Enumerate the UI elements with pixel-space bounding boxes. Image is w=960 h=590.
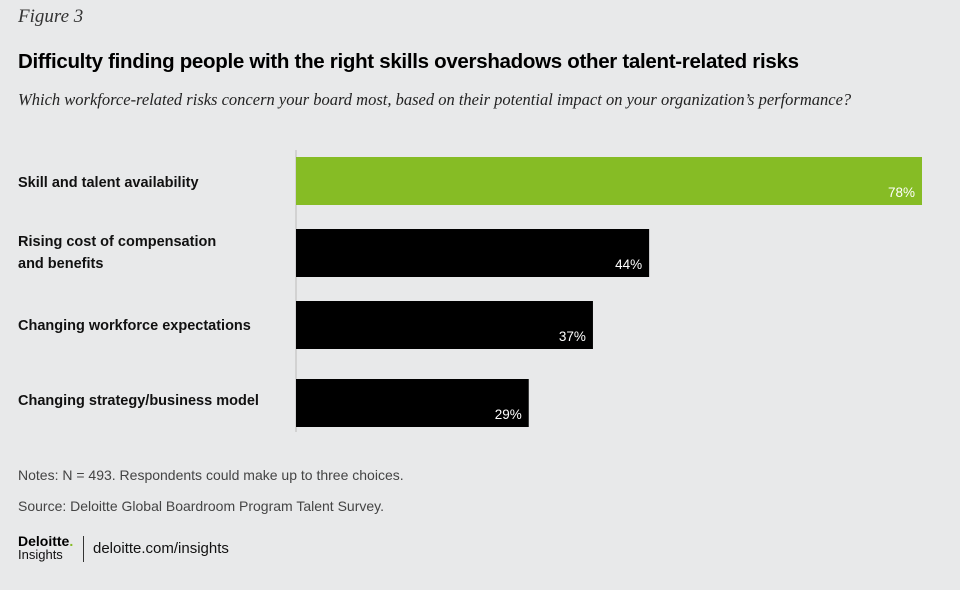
brand-name: Deloitte. xyxy=(18,534,73,548)
bar-value-label-4: 29% xyxy=(495,407,522,422)
bar-value-label-2: 44% xyxy=(615,257,642,272)
brand-sub: Insights xyxy=(18,547,63,562)
category-label-line: Changing strategy/business model xyxy=(18,393,259,409)
category-label-1: Skill and talent availability xyxy=(18,172,278,194)
category-label-3: Changing workforce expectations xyxy=(18,315,278,337)
category-label-2: Rising cost of compensation and benefits xyxy=(18,231,278,275)
chart-subtitle: Which workforce-related risks concern yo… xyxy=(18,90,852,109)
brand-divider xyxy=(83,536,84,562)
brand-dot: . xyxy=(69,533,74,549)
category-label-4: Changing strategy/business model xyxy=(18,390,278,412)
category-label-line: Rising cost of compensation xyxy=(18,234,217,250)
category-label-line: Changing workforce expectations xyxy=(18,318,251,334)
category-label-line: and benefits xyxy=(18,256,104,272)
bar-1 xyxy=(296,157,922,205)
bar-value-label-3: 37% xyxy=(559,329,586,344)
category-label-line: Skill and talent availability xyxy=(18,175,199,191)
bar-3 xyxy=(296,301,593,349)
figure-label: Figure 3 xyxy=(18,6,84,27)
notes-text: Notes: N = 493. Respondents could make u… xyxy=(18,467,404,483)
deloitte-logo: Deloitte. Insights xyxy=(18,534,73,562)
bar-chart: 78% 44% 37% 29% xyxy=(295,150,922,432)
bar-2 xyxy=(296,229,650,277)
chart-title: Difficulty finding people with the right… xyxy=(18,50,799,73)
brand-url[interactable]: deloitte.com/insights xyxy=(93,540,229,557)
bar-4 xyxy=(296,379,529,427)
brand-name-text: Deloitte xyxy=(18,533,70,549)
source-text: Source: Deloitte Global Boardroom Progra… xyxy=(18,498,384,514)
bar-value-label-1: 78% xyxy=(888,185,915,200)
